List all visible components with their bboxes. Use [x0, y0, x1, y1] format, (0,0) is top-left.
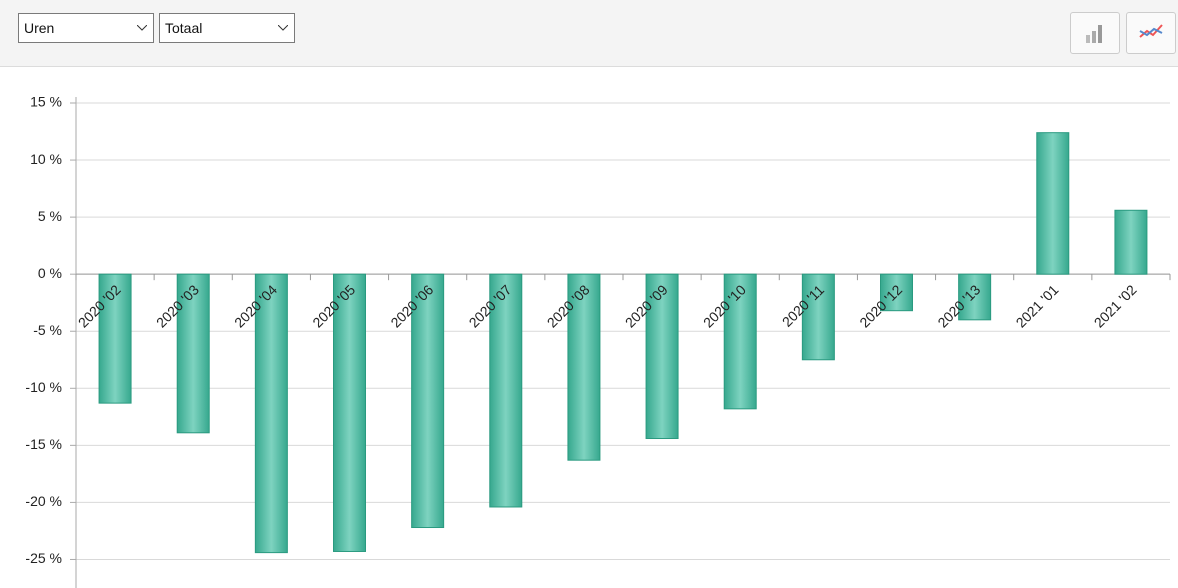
select-text: Totaal: [165, 20, 203, 36]
y-tick-label: -25 %: [25, 550, 62, 566]
bar: [645, 273, 679, 440]
select-text: Uren: [24, 20, 55, 36]
chart: 15 % 10 % 5 % 0 % -5 % -10 % -15 % -20 % -25 % 20…: [25, 94, 1171, 588]
icon: [1139, 24, 1163, 38]
bar: [567, 273, 601, 461]
bar: [176, 273, 210, 434]
bar: [723, 273, 757, 410]
bar: [1036, 132, 1070, 275]
icon: [1086, 25, 1102, 43]
chevron: [278, 25, 288, 31]
bar: [254, 273, 288, 554]
y-tick-label: -5 %: [33, 322, 62, 338]
y-tick-label: -15 %: [25, 436, 62, 452]
line-chart-button[interactable]: [1126, 12, 1176, 54]
y-tick-label: 10 %: [30, 151, 62, 167]
bar: [801, 273, 835, 361]
toolbar: Uren Totaal: [0, 0, 1178, 67]
x-tick-label: 2021 '01: [1013, 281, 1062, 330]
chevron: [137, 25, 147, 31]
bar: [1114, 209, 1148, 275]
bar: [489, 273, 523, 508]
y-tick-label: 15 %: [30, 94, 62, 110]
y-tick-label: 0 %: [38, 265, 62, 281]
bar: [411, 273, 445, 529]
bar: [98, 273, 132, 404]
bar-chart-button[interactable]: [1070, 12, 1120, 54]
bar: [333, 273, 366, 552]
select-measure[interactable]: Uren: [18, 13, 154, 43]
y-tick-label: -20 %: [25, 493, 62, 509]
y-tick-label: 5 %: [38, 208, 62, 224]
y-tick-label: -10 %: [25, 379, 62, 395]
bar: [880, 273, 913, 312]
bar: [958, 273, 992, 321]
x-tick-label: 2021 '02: [1091, 281, 1140, 330]
select-scope[interactable]: Totaal: [159, 13, 295, 43]
